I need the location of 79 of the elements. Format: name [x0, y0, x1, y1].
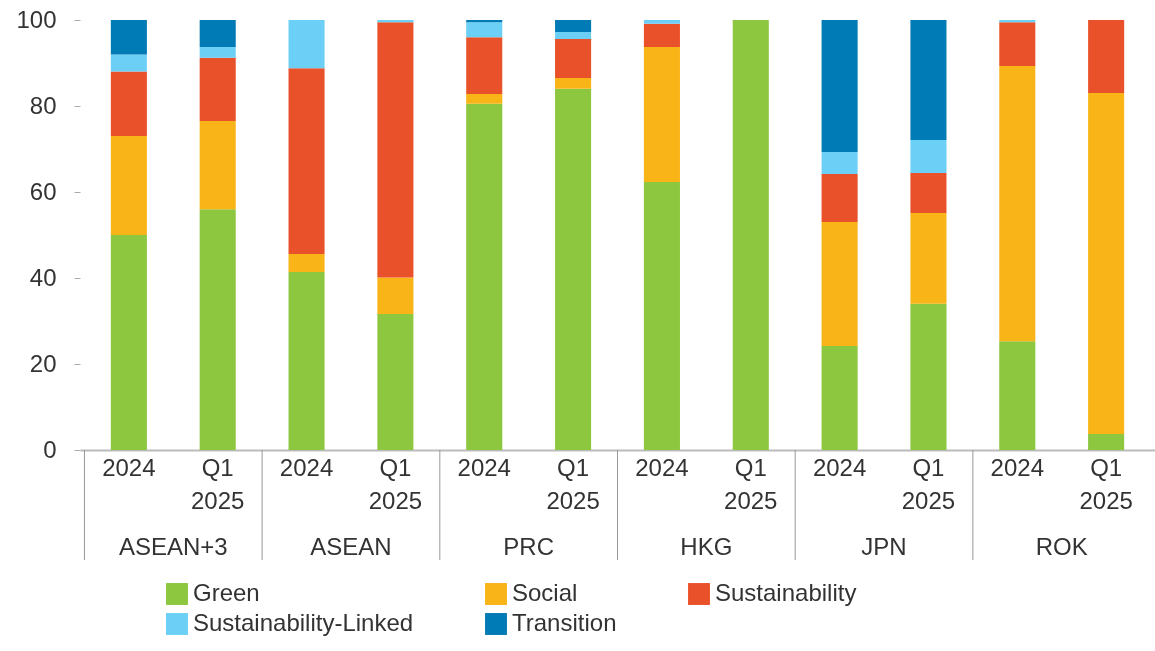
x-tick-label: Q1 2025: [368, 453, 423, 514]
bar: [466, 103, 503, 450]
y-tick-label: 80: [29, 91, 57, 119]
bar: [643, 23, 680, 48]
bar: [821, 20, 858, 153]
bar: [288, 253, 325, 272]
x-tick-label: Q1 2025: [1079, 453, 1133, 514]
bar: [555, 20, 592, 33]
bar: [643, 47, 680, 183]
bar: [110, 235, 147, 450]
bar: [110, 20, 147, 55]
x-tick-label: Q1 2025: [901, 453, 956, 514]
bar: [555, 78, 592, 89]
text: ASEAN+3: [118, 533, 228, 560]
bar: [110, 54, 147, 72]
text: JPN: [861, 533, 907, 560]
bar: [377, 20, 414, 23]
bar: [288, 271, 325, 450]
x-tick-label: 2024: [279, 453, 334, 481]
bar: [821, 345, 858, 450]
bar: [821, 222, 858, 346]
bar: [910, 213, 947, 304]
y-tick-label: 100: [16, 5, 57, 33]
bar: [910, 139, 947, 174]
bar: [199, 209, 236, 450]
bar: [555, 32, 592, 39]
text: HKG: [680, 533, 733, 560]
x-tick-label: 2024: [990, 453, 1044, 481]
bar: [732, 20, 769, 450]
x-tick-label: Q1 2025: [546, 453, 600, 514]
x-tick-label: 2024: [635, 453, 689, 481]
bar: [377, 277, 414, 315]
bar: [555, 88, 592, 450]
bar: [1088, 93, 1125, 435]
bar: [288, 68, 325, 254]
bar: [199, 20, 236, 48]
bar: [110, 71, 147, 137]
x-tick-label: Q1 2025: [191, 453, 245, 514]
bar: [555, 38, 592, 79]
y-tick-label: 20: [29, 349, 57, 377]
bar: [643, 182, 680, 450]
y-tick-label: 60: [29, 177, 57, 205]
bar: [199, 121, 236, 210]
legend-label: Transition: [512, 609, 617, 636]
bar: [1088, 20, 1125, 94]
x-tick-label: Q1 2025: [724, 453, 778, 514]
legend-label: Sustainability-Linked: [193, 609, 414, 636]
bar: [821, 173, 858, 223]
text: PRC: [503, 533, 554, 560]
bar: [466, 37, 503, 94]
legend-label: Green: [193, 579, 260, 606]
bar: [643, 20, 680, 24]
x-tick-label: 2024: [102, 453, 156, 481]
bar: [110, 136, 147, 235]
bar: [466, 20, 503, 23]
bar: [821, 152, 858, 174]
x-tick-label: 2024: [457, 453, 511, 481]
bar: [199, 47, 236, 58]
bar: [999, 66, 1036, 342]
bar: [377, 22, 414, 278]
bar: [288, 20, 325, 69]
bar: [1088, 434, 1125, 450]
text: ROK: [1035, 533, 1088, 560]
bar: [466, 22, 503, 38]
legend-label: Social: [512, 579, 578, 606]
bar: [999, 20, 1036, 23]
bar: [199, 57, 236, 122]
y-tick-label: 0: [43, 435, 57, 463]
bar: [466, 93, 503, 104]
legend-label: Sustainability: [715, 579, 857, 606]
bar: [377, 314, 414, 450]
x-tick-label: 2024: [812, 453, 867, 481]
bar: [999, 341, 1036, 450]
text: ASEAN: [310, 533, 392, 560]
y-tick-label: 40: [29, 263, 57, 291]
bar: [910, 173, 947, 214]
bar: [910, 20, 947, 140]
bar: [910, 303, 947, 450]
bar: [999, 22, 1036, 67]
